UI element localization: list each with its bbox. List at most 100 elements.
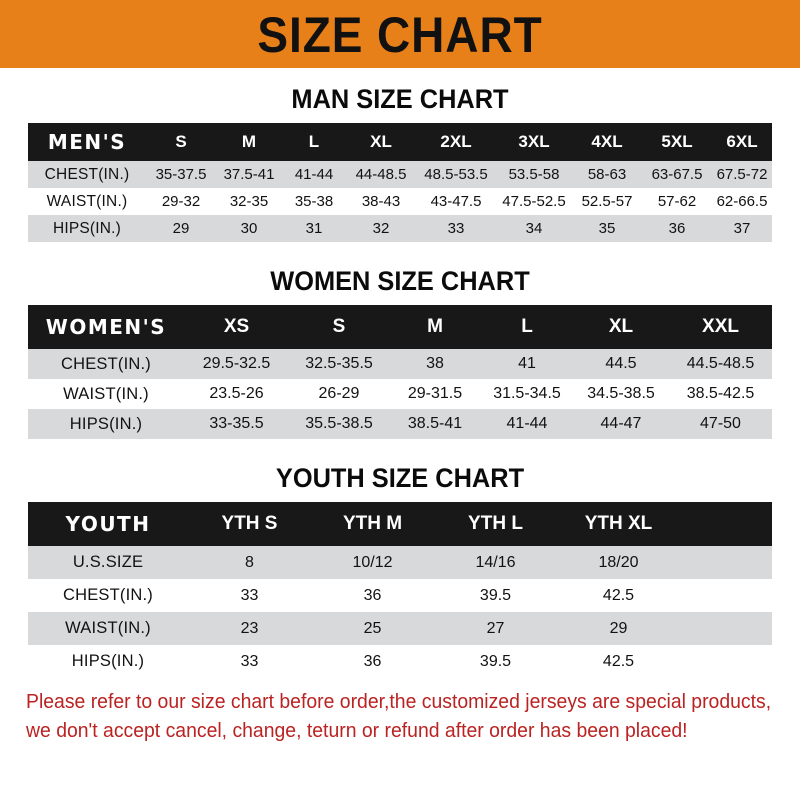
men-cell-1-7: 57-62 <box>657 193 697 210</box>
women-cell-2-5: 47-50 <box>700 415 741 432</box>
women-cell-1-1: 26-29 <box>318 385 360 402</box>
women-row-1-label: WAIST(IN.) <box>63 384 149 403</box>
men-cell-0-4: 48.5-53.5 <box>424 166 488 183</box>
women-size-col-0: XS <box>223 316 250 337</box>
youth-cell-2-3: 29 <box>609 619 628 637</box>
women-cell-1-4: 34.5-38.5 <box>587 385 655 402</box>
youth-row-3-label: HIPS(IN.) <box>71 652 145 670</box>
men-cell-2-3: 32 <box>372 220 390 237</box>
page-banner: SIZE CHART <box>0 0 800 68</box>
table-row: WAIST(IN.) 23 25 27 29 <box>28 612 772 645</box>
men-row-2-label: HIPS(IN.) <box>52 219 122 237</box>
women-cell-1-2: 29-31.5 <box>407 385 463 402</box>
youth-cell-3-2: 39.5 <box>479 652 512 670</box>
women-cell-0-3: 41 <box>518 355 536 372</box>
men-cell-2-5: 34 <box>525 220 543 237</box>
men-cell-2-4: 33 <box>447 220 465 237</box>
men-section: MAN SIZE CHART MEN'S S M L XL 2XL 3XL 4X… <box>0 86 800 242</box>
women-header-label: WOMEN'S <box>45 315 167 339</box>
men-size-col-5: 3XL <box>518 132 550 151</box>
table-row: HIPS(IN.) 33 36 39.5 42.5 <box>28 645 772 678</box>
youth-size-col-3: YTH XL <box>584 513 653 534</box>
youth-cell-1-1: 36 <box>363 586 382 604</box>
table-row: CHEST(IN.) 35-37.5 37.5-41 41-44 44-48.5… <box>28 161 772 188</box>
youth-cell-3-3: 42.5 <box>602 652 635 670</box>
youth-cell-0-0: 8 <box>245 553 254 571</box>
women-size-col-4: XL <box>608 316 634 337</box>
men-cell-2-0: 29 <box>172 220 190 237</box>
women-size-col-3: L <box>521 316 533 337</box>
youth-row-2-label: WAIST(IN.) <box>65 619 151 637</box>
men-cell-2-1: 30 <box>240 220 258 237</box>
youth-cell-3-0: 33 <box>240 652 259 670</box>
men-size-table: MEN'S S M L XL 2XL 3XL 4XL 5XL 6XL CHEST… <box>28 123 772 242</box>
men-cell-1-8: 62-66.5 <box>716 193 768 210</box>
men-cell-0-2: 41-44 <box>294 166 334 183</box>
youth-row-2-spacer <box>680 612 772 645</box>
women-section: WOMEN SIZE CHART WOMEN'S XS S M L XL XXL… <box>0 268 800 439</box>
women-cell-0-1: 32.5-35.5 <box>305 355 373 372</box>
men-size-col-3: XL <box>370 132 392 151</box>
youth-table-header-row: YOUTH YTH S YTH M YTH L YTH XL <box>28 502 772 546</box>
women-cell-1-0: 23.5-26 <box>209 385 264 402</box>
women-size-table: WOMEN'S XS S M L XL XXL CHEST(IN.) 29.5-… <box>28 305 772 439</box>
women-cell-2-3: 41-44 <box>506 415 548 432</box>
men-size-col-6: 4XL <box>591 132 623 151</box>
table-row: CHEST(IN.) 29.5-32.5 32.5-35.5 38 41 44.… <box>28 349 772 379</box>
men-row-1-label: WAIST(IN.) <box>46 192 128 210</box>
youth-cell-1-3: 42.5 <box>602 586 635 604</box>
men-size-col-7: 5XL <box>661 132 693 151</box>
women-row-2-label: HIPS(IN.) <box>69 414 143 433</box>
women-cell-0-2: 38 <box>426 355 444 372</box>
youth-row-1-label: CHEST(IN.) <box>63 586 153 604</box>
table-row: WAIST(IN.) 23.5-26 26-29 29-31.5 31.5-34… <box>28 379 772 409</box>
table-row: WAIST(IN.) 29-32 32-35 35-38 38-43 43-47… <box>28 188 772 215</box>
men-table-header-row: MEN'S S M L XL 2XL 3XL 4XL 5XL 6XL <box>28 123 772 161</box>
youth-row-1-spacer <box>680 579 772 612</box>
youth-header-spacer <box>680 502 772 546</box>
women-cell-0-5: 44.5-48.5 <box>686 355 755 372</box>
men-row-0-label: CHEST(IN.) <box>44 165 130 183</box>
youth-cell-2-1: 25 <box>363 619 382 637</box>
women-table-header-row: WOMEN'S XS S M L XL XXL <box>28 305 772 349</box>
women-size-col-2: M <box>427 316 443 337</box>
women-section-title: WOMEN SIZE CHART <box>270 266 530 296</box>
youth-cell-2-2: 27 <box>486 619 505 637</box>
women-cell-1-3: 31.5-34.5 <box>493 385 561 402</box>
youth-size-col-1: YTH M <box>342 513 403 534</box>
youth-header-label: YOUTH <box>65 512 151 536</box>
men-cell-2-7: 36 <box>668 220 686 237</box>
footer-note-line-2: we don't accept cancel, change, teturn o… <box>26 719 688 742</box>
youth-cell-2-0: 23 <box>240 619 259 637</box>
youth-cell-0-3: 18/20 <box>598 553 639 571</box>
women-row-0-label: CHEST(IN.) <box>61 354 151 373</box>
men-cell-0-5: 53.5-58 <box>508 166 560 183</box>
men-cell-2-8: 37 <box>733 220 751 237</box>
women-cell-2-2: 38.5-41 <box>407 415 463 432</box>
men-cell-0-0: 35-37.5 <box>155 166 207 183</box>
men-cell-1-1: 32-35 <box>229 193 269 210</box>
men-cell-0-6: 58-63 <box>587 166 627 183</box>
women-size-col-1: S <box>332 316 346 337</box>
spacer-women-youth <box>0 439 800 465</box>
men-cell-0-7: 63-67.5 <box>651 166 703 183</box>
youth-size-col-2: YTH L <box>468 513 523 534</box>
table-row: U.S.SIZE 8 10/12 14/16 18/20 <box>28 546 772 579</box>
footer-note-line-1: Please refer to our size chart before or… <box>26 691 772 713</box>
women-size-col-5: XXL <box>702 316 739 337</box>
men-cell-1-6: 52.5-57 <box>581 193 633 210</box>
footer-note: Please refer to our size chart before or… <box>0 690 800 744</box>
women-cell-2-1: 35.5-38.5 <box>305 415 373 432</box>
men-cell-1-5: 47.5-52.5 <box>502 193 566 210</box>
youth-row-3-spacer <box>680 645 772 678</box>
men-header-label: MEN'S <box>47 130 127 154</box>
men-cell-2-2: 31 <box>305 220 323 237</box>
men-cell-1-4: 43-47.5 <box>430 193 482 210</box>
table-row: HIPS(IN.) 33-35.5 35.5-38.5 38.5-41 41-4… <box>28 409 772 439</box>
men-size-col-8: 6XL <box>726 132 758 151</box>
men-cell-0-1: 37.5-41 <box>223 166 275 183</box>
men-cell-1-3: 38-43 <box>361 193 401 210</box>
men-size-col-1: M <box>241 132 257 151</box>
youth-cell-0-1: 10/12 <box>352 553 393 571</box>
